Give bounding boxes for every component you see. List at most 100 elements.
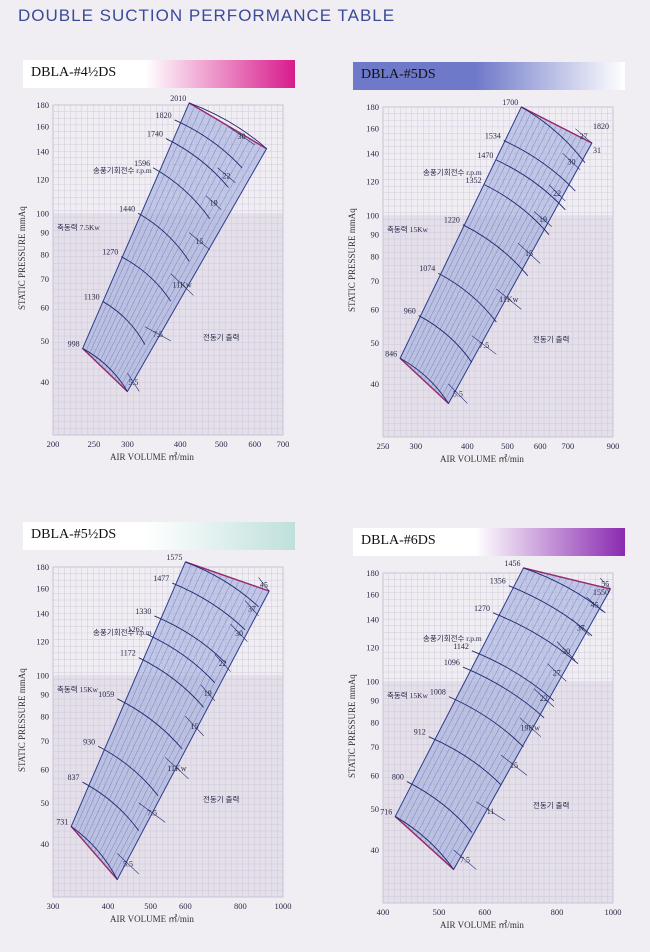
x-tick-label: 600	[248, 439, 261, 449]
x-axis-label: AIR VOLUME ㎥/min	[110, 914, 194, 924]
power-label: 11	[487, 807, 495, 816]
power-label: 11Kw	[499, 295, 518, 304]
rpm-label: 837	[67, 773, 79, 782]
rpm-curve	[154, 615, 226, 664]
x-tick-label: 600	[534, 441, 547, 451]
y-tick-label: 120	[366, 643, 379, 653]
rpm-label: 1270	[474, 604, 490, 613]
y-tick-label: 180	[36, 562, 49, 572]
region-hatch	[74, 563, 192, 831]
power-line	[448, 383, 468, 404]
rpm-curve	[138, 657, 204, 708]
power-label: 45	[591, 600, 599, 609]
region-hatch	[80, 568, 204, 838]
y-tick-label: 160	[36, 122, 49, 132]
power-line	[165, 757, 189, 780]
x-tick-label: 300	[121, 439, 134, 449]
power-label: 5.5	[128, 378, 138, 387]
chart-title-band: DBLA-#4½DS	[23, 60, 295, 88]
power-label: 37	[577, 624, 585, 633]
rpm-label: 1470	[477, 151, 493, 160]
y-tick-label: 50	[41, 798, 50, 808]
power-annotation: 축동력 15Kw	[57, 685, 98, 694]
rpm-curve	[496, 159, 566, 211]
region-hatch	[427, 127, 562, 385]
power-label: 22	[553, 189, 561, 198]
rpm-label: 1356	[490, 577, 506, 586]
chart-panel-2: DBLA-#5DS 250 300 400 500 600 700 900 40 50 60 70 80…	[345, 62, 635, 464]
y-tick-label: 100	[36, 208, 49, 218]
motor-annotation: 전동기 출력	[533, 334, 569, 344]
y-tick-label: 70	[41, 274, 50, 284]
rpm-curve	[462, 224, 529, 277]
rpm-curve	[146, 633, 216, 684]
y-tick-label: 180	[366, 568, 379, 578]
chart-title: DBLA-#5DS	[361, 67, 436, 82]
power-label: 30	[562, 647, 570, 656]
region-hatch	[117, 138, 251, 383]
x-tick-label: 400	[174, 439, 187, 449]
rpm-label: 1262	[128, 625, 144, 634]
y-tick-label: 120	[366, 177, 379, 187]
power-label: 22	[222, 171, 230, 180]
y-tick-label: 50	[41, 336, 50, 346]
power-label: 19Kw	[521, 723, 541, 732]
y-axis-label: STATIC PRESSURE mmAq	[17, 206, 27, 310]
x-tick-label: 400	[102, 901, 115, 911]
rpm-curve	[137, 212, 190, 262]
rpm-label: 1172	[120, 649, 136, 658]
power-label: 37	[248, 604, 256, 613]
rpm-curve	[428, 736, 502, 786]
rpm-curve	[82, 781, 140, 831]
power-label: 37	[580, 132, 588, 141]
y-tick-label: 80	[41, 249, 50, 259]
y-tick-label: 40	[41, 377, 50, 387]
power-label: 7.5	[153, 330, 163, 339]
rpm-label: 1820	[156, 111, 172, 120]
x-tick-label: 250	[88, 439, 101, 449]
rpm-label: 1700	[502, 98, 518, 107]
power-label: 22	[219, 659, 227, 668]
region-hatch	[410, 114, 537, 369]
chart-svg: 400 500 600 800 1000 40 50 60 70 80 90 100 120 140 160…	[366, 559, 621, 917]
rpm-curve	[438, 272, 497, 323]
rpm-curve	[102, 300, 146, 345]
region-hatch	[403, 109, 527, 362]
region-hatch	[90, 574, 222, 850]
y-tick-label: 50	[371, 338, 380, 348]
x-tick-label: 500	[501, 441, 514, 451]
power-line	[556, 641, 576, 661]
rpm-label: 1130	[84, 292, 100, 301]
region-hatch	[406, 112, 532, 365]
rpm-curve	[521, 106, 586, 164]
power-line	[185, 716, 204, 736]
region-hatch	[449, 587, 605, 866]
extra-label: 1820	[593, 122, 609, 131]
power-line	[453, 849, 477, 870]
power-line	[144, 326, 171, 342]
y-tick-label: 70	[41, 736, 50, 746]
power-line	[575, 128, 593, 144]
power-annotation: 축동력 7.5Kw	[57, 223, 100, 232]
power-label: 30	[238, 132, 246, 141]
rpm-label: 912	[414, 728, 426, 737]
region-edge-bottom	[82, 347, 128, 392]
extra-label: 1550	[593, 588, 609, 597]
motor-annotation: 전동기 출력	[203, 332, 239, 342]
rpm-label: 1440	[119, 204, 135, 213]
power-label: 30	[235, 629, 243, 638]
extra-label: 31	[593, 146, 601, 155]
y-tick-label: 90	[371, 230, 380, 240]
y-tick-label: 80	[371, 717, 380, 727]
rpm-curve	[395, 816, 455, 870]
rpm-label: 1477	[153, 574, 169, 583]
chart-svg: 200 250 300 400 500 600 700 40 50 60 70 80 90 100 120 1…	[36, 94, 289, 449]
x-tick-label: 300	[47, 901, 60, 911]
x-tick-label: 700	[561, 441, 574, 451]
region-hatch	[431, 130, 567, 388]
chart-panel-1: DBLA-#4½DS 200 250 300 400 500 600 700 40 50 60 70 8…	[15, 60, 305, 462]
y-tick-label: 60	[371, 304, 380, 314]
y-tick-label: 120	[36, 175, 49, 185]
region-hatch	[111, 132, 240, 377]
region-hatch	[110, 586, 258, 872]
